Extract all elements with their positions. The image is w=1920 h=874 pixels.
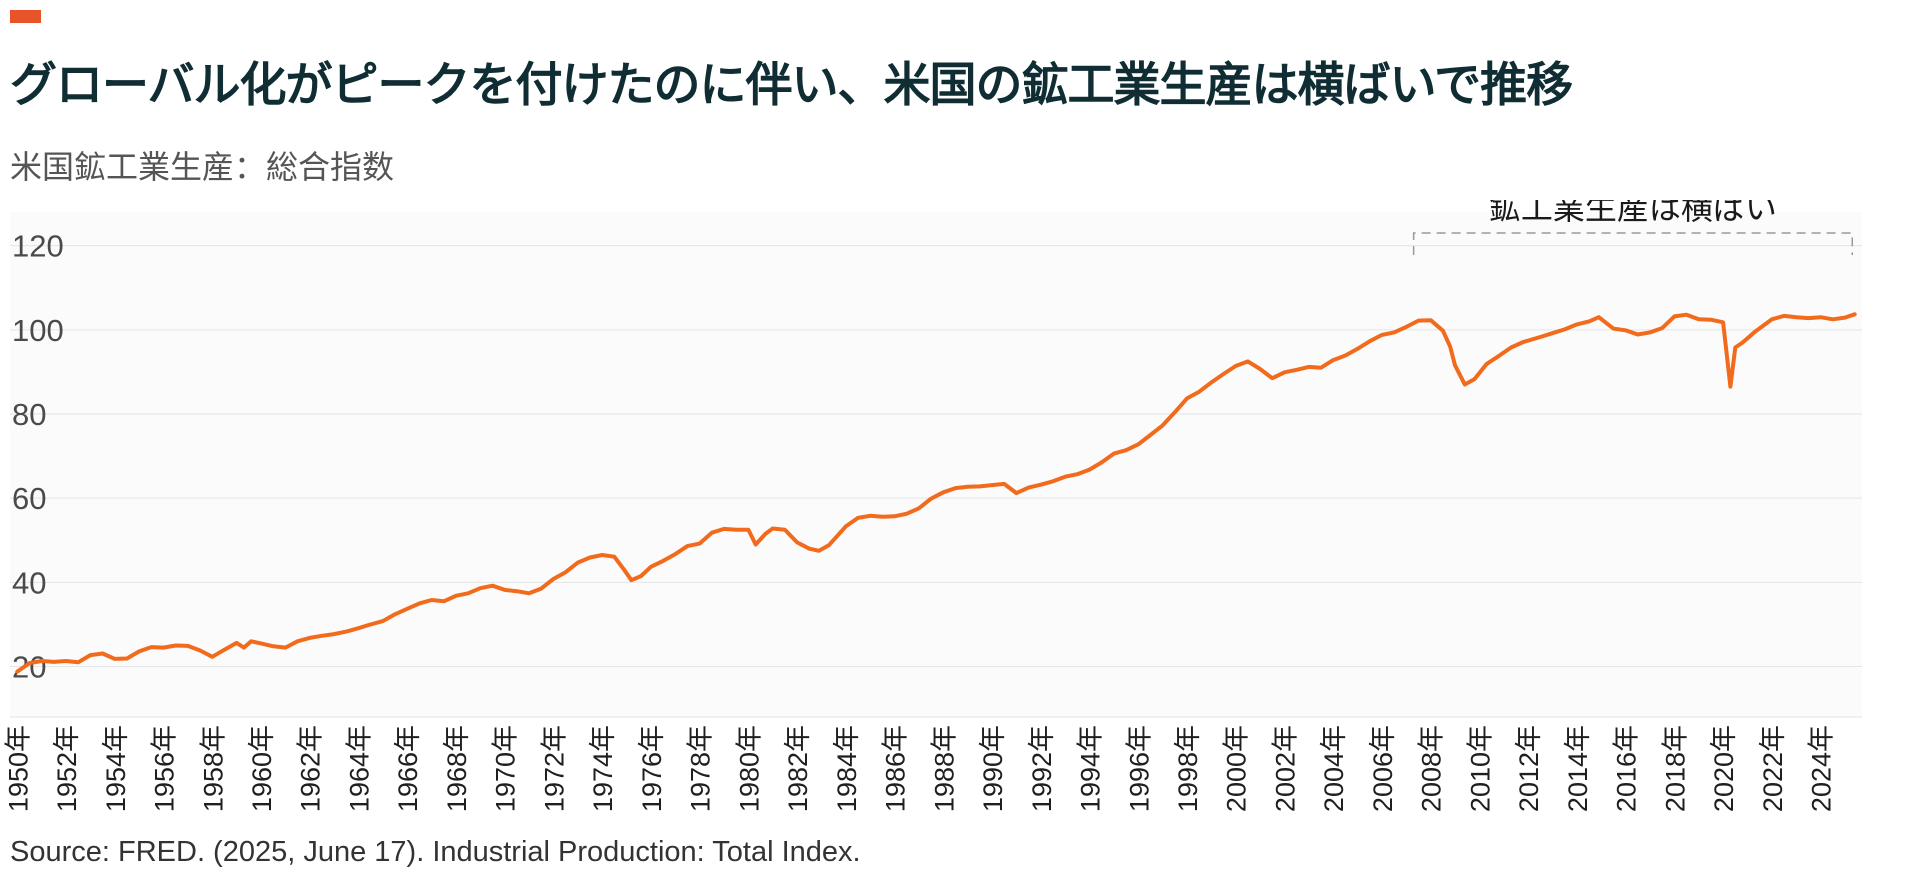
- x-tick-label-2000: 2000年: [1222, 725, 1252, 812]
- x-tick-label-2024: 2024年: [1807, 725, 1837, 812]
- x-tick-label-2018: 2018年: [1660, 725, 1690, 812]
- x-tick-label-1982: 1982年: [783, 725, 813, 812]
- x-tick-label-1978: 1978年: [686, 725, 716, 812]
- line-chart: 20 40 60 80 100 120 1950年 1952年 1954年 1956年 1958年…: [3, 200, 1862, 812]
- y-tick-label-100: 100: [12, 313, 64, 348]
- x-tick-label-1986: 1986年: [881, 725, 911, 812]
- x-tick-label-1960: 1960年: [247, 725, 277, 812]
- x-axis-ticks: 1950年 1952年 1954年 1956年 1958年 1960年 1962年 1964年…: [3, 725, 1836, 812]
- page-title: グローバル化がピークを付けたのに伴い、米国の鉱工業生産は横ばいで推移: [10, 58, 1573, 113]
- y-tick-label-40: 40: [12, 565, 46, 600]
- plot-area: [10, 212, 1862, 717]
- x-tick-label-1992: 1992年: [1027, 725, 1057, 812]
- x-tick-label-1994: 1994年: [1076, 725, 1106, 812]
- y-tick-label-120: 120: [12, 229, 64, 264]
- x-tick-label-2008: 2008年: [1417, 725, 1447, 812]
- x-tick-label-2010: 2010年: [1465, 725, 1495, 812]
- x-tick-label-1980: 1980年: [734, 725, 764, 812]
- x-tick-label-1990: 1990年: [978, 725, 1008, 812]
- x-tick-label-1996: 1996年: [1124, 725, 1154, 812]
- x-tick-label-2020: 2020年: [1709, 725, 1739, 812]
- accent-bar: [10, 10, 41, 23]
- x-tick-label-1984: 1984年: [832, 725, 862, 812]
- x-tick-label-1954: 1954年: [101, 725, 131, 812]
- x-tick-label-1998: 1998年: [1173, 725, 1203, 812]
- y-tick-label-80: 80: [12, 397, 46, 432]
- x-tick-label-1974: 1974年: [588, 725, 618, 812]
- x-tick-label-1970: 1970年: [491, 725, 521, 812]
- x-tick-label-1972: 1972年: [539, 725, 569, 812]
- y-tick-label-60: 60: [12, 481, 46, 516]
- x-tick-label-1952: 1952年: [52, 725, 82, 812]
- annotation: 鉱工業生産は横ばい: [1412, 200, 1853, 256]
- source-note: Source: FRED. (2025, June 17). Industria…: [10, 836, 861, 868]
- x-tick-label-1966: 1966年: [393, 725, 423, 812]
- y-tick-label-20: 20: [12, 650, 46, 685]
- x-tick-label-1958: 1958年: [198, 725, 228, 812]
- x-tick-label-1968: 1968年: [442, 725, 472, 812]
- x-tick-label-1976: 1976年: [637, 725, 667, 812]
- x-tick-label-1988: 1988年: [929, 725, 959, 812]
- x-tick-label-2022: 2022年: [1758, 725, 1788, 812]
- annotation-label: 鉱工業生産は横ばい: [1489, 200, 1777, 226]
- x-tick-label-1956: 1956年: [150, 725, 180, 812]
- y-axis-ticks: 20 40 60 80 100 120: [12, 229, 64, 685]
- x-tick-label-2016: 2016年: [1612, 725, 1642, 812]
- x-tick-label-1962: 1962年: [296, 725, 326, 812]
- annotation-bracket: [1412, 232, 1853, 256]
- x-tick-label-2002: 2002年: [1271, 725, 1301, 812]
- chart-subtitle: 米国鉱工業生産：総合指数: [10, 148, 395, 186]
- x-tick-label-2012: 2012年: [1514, 725, 1544, 812]
- x-tick-label-1950: 1950年: [3, 725, 33, 812]
- x-tick-label-2014: 2014年: [1563, 725, 1593, 812]
- x-tick-label-1964: 1964年: [345, 725, 375, 812]
- x-tick-label-2004: 2004年: [1319, 725, 1349, 812]
- series-line-industrial-production: [15, 312, 1857, 674]
- x-tick-label-2006: 2006年: [1368, 725, 1398, 812]
